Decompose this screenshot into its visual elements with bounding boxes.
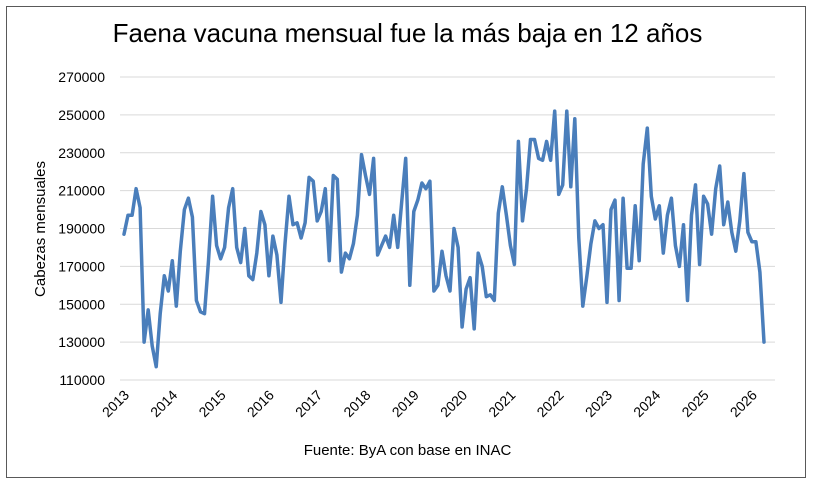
y-tick-label: 250000	[58, 107, 105, 123]
y-axis-label: Cabezas mensuales	[32, 161, 49, 297]
x-tick-label: 2014	[147, 387, 180, 420]
y-tick-label: 110000	[59, 372, 105, 388]
gridlines	[120, 76, 775, 381]
x-tick-label: 2022	[533, 387, 566, 420]
y-tick-label: 230000	[58, 145, 105, 161]
chart-source: Fuente: ByA con base en INAC	[303, 442, 512, 459]
x-tick-label: 2023	[582, 387, 615, 420]
series-line	[122, 109, 766, 369]
x-tick-label: 2024	[630, 387, 663, 420]
x-tick-label: 2020	[437, 387, 470, 420]
chart-title: Faena vacuna mensual fue la más baja en …	[112, 18, 703, 48]
x-tick-label: 2013	[99, 387, 132, 420]
x-tick-label: 2017	[292, 387, 325, 420]
x-tick-label: 2021	[485, 387, 518, 420]
x-tick-label: 2015	[195, 387, 228, 420]
y-tick-labels: 270000 250000 230000 210000 190000 170000 1500…	[58, 69, 105, 388]
y-tick-label: 190000	[58, 221, 105, 237]
x-tick-labels: 2013 2014 2015 2016 2017 2018 2019 2020 2021 2022…	[99, 387, 760, 420]
x-tick-label: 2016	[244, 387, 277, 420]
x-tick-label: 2018	[340, 387, 373, 420]
chart-frame	[6, 6, 806, 478]
y-tick-label: 170000	[58, 258, 105, 274]
x-tick-label: 2026	[727, 387, 760, 420]
x-tick-label: 2019	[389, 387, 422, 420]
y-tick-label: 150000	[58, 296, 105, 312]
y-tick-label: 130000	[58, 334, 105, 350]
y-tick-label: 270000	[58, 69, 105, 85]
series-group	[122, 109, 766, 369]
x-tick-label: 2025	[678, 387, 711, 420]
y-tick-label: 210000	[58, 183, 105, 199]
